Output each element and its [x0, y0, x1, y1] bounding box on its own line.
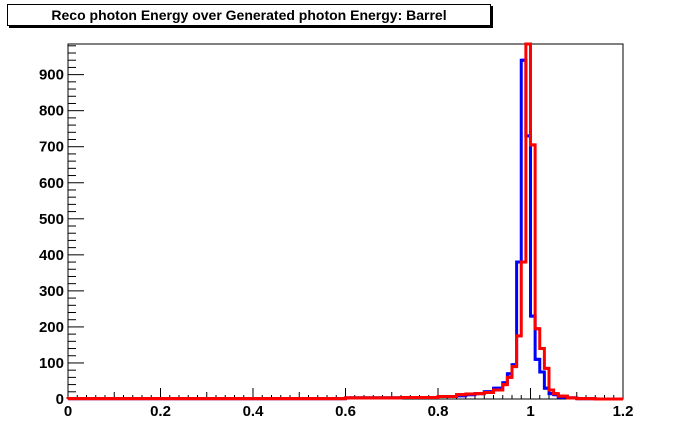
y-tick-label: 400 — [39, 247, 64, 264]
x-tick-label: 0.4 — [243, 403, 265, 420]
y-tick-label: 200 — [39, 319, 64, 336]
series-1 — [66, 42, 623, 401]
y-tick-label: 500 — [39, 211, 64, 228]
x-tick-label: 0.6 — [335, 403, 356, 420]
x-tick-label: 0.8 — [428, 403, 449, 420]
tick-labels: 0 0.2 0.4 0.6 0.8 1 1.2 0 100 200 300 400 500 600 700 8… — [39, 67, 633, 420]
histogram-series — [66, 42, 623, 401]
y-tick-label: 300 — [39, 283, 64, 300]
series-step-line — [66, 42, 623, 401]
y-tick-label: 100 — [39, 355, 64, 372]
x-tick-label: 1 — [526, 403, 534, 420]
chart-title: Reco photon Energy over Generated photon… — [7, 4, 491, 26]
x-tick-label: 1.2 — [613, 403, 634, 420]
y-tick-label: 600 — [39, 175, 64, 192]
y-tick-label: 800 — [39, 103, 64, 120]
y-tick-label: 900 — [39, 67, 64, 84]
x-tick-label: 0 — [64, 403, 72, 420]
y-tick-label: 0 — [56, 391, 64, 408]
y-tick-label: 700 — [39, 139, 64, 156]
x-tick-label: 0.2 — [150, 403, 171, 420]
